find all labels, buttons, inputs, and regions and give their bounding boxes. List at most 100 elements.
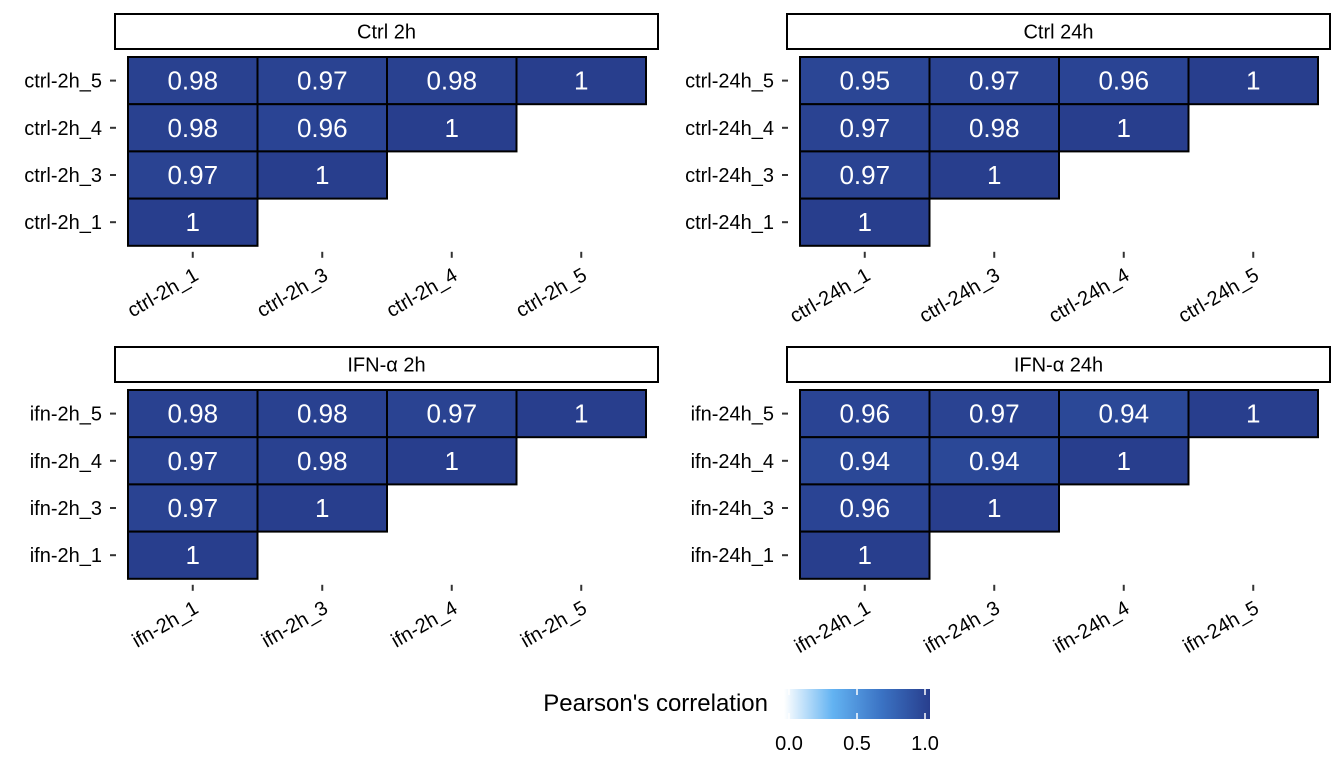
- legend-tick-label: 0.0: [775, 733, 803, 755]
- cell-value-label: 0.98: [426, 66, 477, 96]
- cell-value-label: 1: [987, 160, 1001, 190]
- y-tick-label: ctrl-24h_5: [685, 71, 774, 93]
- heatmap-cell: [127, 197, 259, 247]
- cell-value-label: 0.98: [167, 66, 218, 96]
- cell-value-label: 0.97: [297, 66, 348, 96]
- heatmap-cell: [386, 436, 518, 486]
- y-tick-label: ifn-2h_3: [30, 498, 102, 520]
- heatmap-cell: [1187, 56, 1319, 106]
- cell-value-label: 1: [445, 113, 459, 143]
- cell-value-label: 0.98: [167, 399, 218, 429]
- facet-strip: [114, 346, 659, 383]
- cell-value-label: 0.96: [297, 113, 348, 143]
- cell-value-label: 0.97: [839, 113, 890, 143]
- facet-panel: IFN-α 2h 0.98 0.98 0.97 1 0.97 0.98 1 0.97 1 1 ifn-…: [30, 346, 659, 652]
- y-tick-label: ifn-24h_4: [691, 451, 774, 473]
- cell-value-label: 1: [987, 493, 1001, 523]
- legend-tick-label: 0.5: [843, 733, 871, 755]
- y-tick-label: ctrl-2h_4: [24, 118, 102, 140]
- x-tick-label: ctrl-24h_4: [1045, 264, 1133, 328]
- heatmap-cell: [928, 483, 1060, 533]
- facet-title: Ctrl 24h: [1023, 22, 1093, 44]
- y-tick-label: ctrl-2h_3: [24, 165, 102, 187]
- facet-title: Ctrl 2h: [357, 22, 416, 44]
- heatmap-cell: [256, 150, 388, 200]
- x-tick-label: ctrl-24h_1: [786, 264, 874, 328]
- y-tick-label: ifn-24h_3: [691, 498, 774, 520]
- y-tick-label: ifn-2h_1: [30, 545, 102, 567]
- facet-panel: Ctrl 24h 0.95 0.97 0.96 1 0.97 0.98 1 0.97 1 1 ctrl…: [685, 13, 1331, 328]
- facet-panel: Ctrl 2h 0.98 0.97 0.98 1 0.98 0.96 1 0.97 1 1 ctrl-…: [24, 13, 659, 322]
- heatmap-cell: [799, 103, 931, 153]
- facet-strip: [114, 13, 659, 50]
- y-tick-label: ifn-24h_1: [691, 545, 774, 567]
- y-tick-label: ctrl-24h_1: [685, 212, 774, 234]
- cell-value-label: 1: [574, 399, 588, 429]
- heatmap-cell: [1058, 103, 1190, 153]
- y-tick-label: ifn-24h_5: [691, 404, 774, 426]
- facet-strip: [786, 13, 1331, 50]
- heatmap-cell: [1058, 436, 1190, 486]
- cell-value-label: 0.94: [969, 446, 1020, 476]
- cell-value-label: 0.97: [167, 446, 218, 476]
- x-tick-label: ifn-24h_4: [1050, 597, 1133, 658]
- x-tick-label: ifn-2h_5: [517, 597, 591, 652]
- heatmap-cell: [127, 56, 259, 106]
- x-tick-label: ctrl-24h_5: [1175, 264, 1263, 328]
- legend: Pearson's correlation 0.0 0.5 1.0: [543, 689, 939, 755]
- heatmap-cell: [799, 150, 931, 200]
- cell-value-label: 0.97: [969, 399, 1020, 429]
- cell-value-label: 1: [858, 207, 872, 237]
- cell-value-label: 0.95: [839, 66, 890, 96]
- cell-value-label: 1: [445, 446, 459, 476]
- x-tick-label: ctrl-24h_3: [916, 264, 1004, 328]
- heatmap-cell: [928, 103, 1060, 153]
- y-tick-label: ctrl-2h_5: [24, 71, 102, 93]
- cell-value-label: 1: [1117, 113, 1131, 143]
- cell-value-label: 0.94: [1098, 399, 1149, 429]
- facet-title: IFN-α 2h: [347, 355, 425, 377]
- cell-value-label: 1: [1246, 66, 1260, 96]
- facet-title: IFN-α 24h: [1014, 355, 1103, 377]
- cell-value-label: 0.97: [167, 493, 218, 523]
- heatmap-cell: [1058, 56, 1190, 106]
- heatmap-cell: [799, 436, 931, 486]
- heatmap-cell: [515, 56, 647, 106]
- y-tick-label: ctrl-24h_4: [685, 118, 774, 140]
- y-tick-label: ifn-2h_5: [30, 404, 102, 426]
- cell-value-label: 1: [858, 540, 872, 570]
- cell-value-label: 0.97: [426, 399, 477, 429]
- facet-strip: [786, 346, 1331, 383]
- cell-value-label: 0.97: [167, 160, 218, 190]
- cell-value-label: 1: [186, 207, 200, 237]
- heatmap-cell: [1187, 389, 1319, 439]
- cell-value-label: 0.96: [839, 399, 890, 429]
- cell-value-label: 0.96: [1098, 66, 1149, 96]
- x-tick-label: ctrl-2h_3: [253, 264, 331, 322]
- y-tick-label: ifn-2h_4: [30, 451, 102, 473]
- legend-title: Pearson's correlation: [543, 690, 768, 717]
- heatmap-cell: [515, 389, 647, 439]
- cell-value-label: 1: [574, 66, 588, 96]
- cell-value-label: 0.94: [839, 446, 890, 476]
- legend-tick-label: 1.0: [911, 733, 939, 755]
- cell-value-label: 1: [186, 540, 200, 570]
- x-tick-label: ifn-2h_4: [388, 597, 462, 652]
- cell-value-label: 1: [315, 493, 329, 523]
- cell-value-label: 0.97: [839, 160, 890, 190]
- heatmap-cell: [127, 103, 259, 153]
- x-tick-label: ifn-2h_1: [129, 597, 203, 652]
- heatmap-cell: [928, 56, 1060, 106]
- x-tick-label: ifn-24h_5: [1180, 597, 1263, 658]
- x-tick-label: ifn-24h_1: [791, 597, 874, 658]
- cell-value-label: 0.98: [297, 399, 348, 429]
- heatmap-cell: [386, 103, 518, 153]
- heatmap-cell: [799, 530, 931, 580]
- x-tick-label: ifn-2h_3: [258, 597, 332, 652]
- cell-value-label: 1: [1117, 446, 1131, 476]
- cell-value-label: 0.98: [297, 446, 348, 476]
- x-tick-label: ctrl-2h_1: [124, 264, 202, 322]
- x-tick-label: ctrl-2h_5: [512, 264, 590, 322]
- heatmap-cell: [256, 483, 388, 533]
